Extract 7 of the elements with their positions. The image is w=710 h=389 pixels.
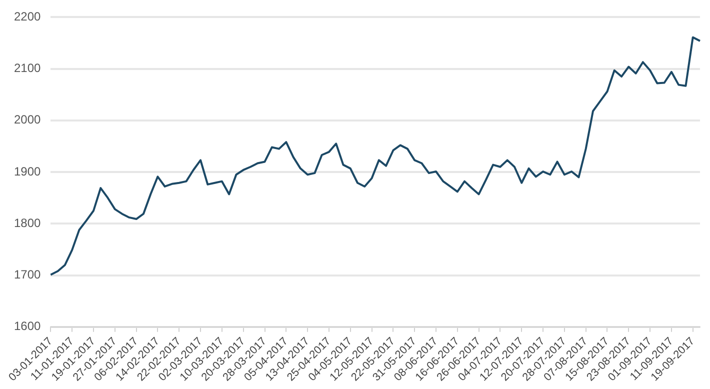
y-tick-label: 2100 [14, 61, 42, 76]
y-tick-label: 1800 [14, 216, 42, 230]
y-tick-label: 2000 [14, 112, 42, 127]
y-tick-label: 2200 [14, 10, 42, 24]
y-tick-label: 1600 [14, 319, 42, 334]
y-tick-label: 1900 [14, 164, 42, 178]
y-tick-label: 1700 [14, 268, 42, 282]
